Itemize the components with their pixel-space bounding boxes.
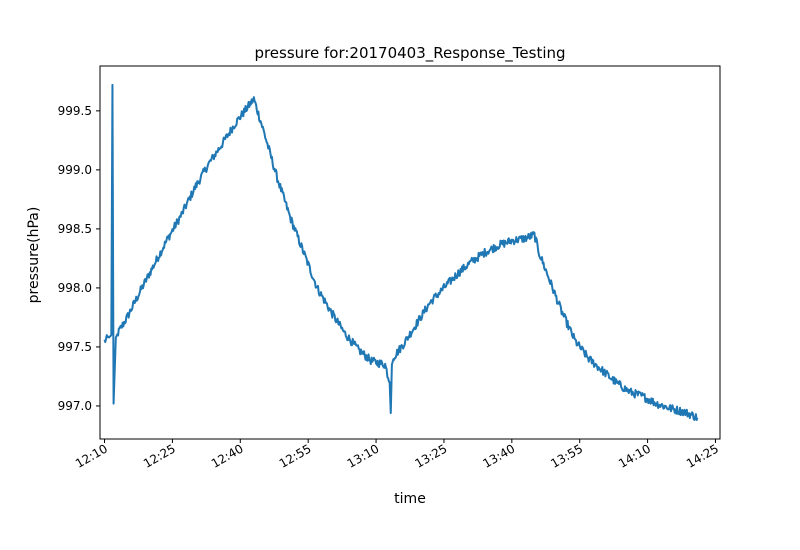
y-tick-label: 999.0	[58, 163, 92, 177]
y-axis-ticks: 997.0 997.5 998.0 998.5 999.0 999.5	[58, 104, 100, 413]
y-tick-label: 999.5	[58, 104, 92, 118]
y-axis-label: pressure(hPa)	[26, 207, 42, 304]
x-axis-label: time	[394, 491, 426, 507]
chart-title: pressure for:20170403_Response_Testing	[254, 44, 565, 63]
pressure-series-line	[103, 83, 699, 422]
y-tick-label: 997.0	[58, 399, 92, 413]
plot-frame	[99, 65, 721, 440]
y-tick-label: 997.5	[58, 340, 92, 354]
y-tick-label: 998.5	[58, 222, 92, 236]
series-layer	[103, 83, 699, 422]
y-tick-label: 998.0	[58, 281, 92, 295]
